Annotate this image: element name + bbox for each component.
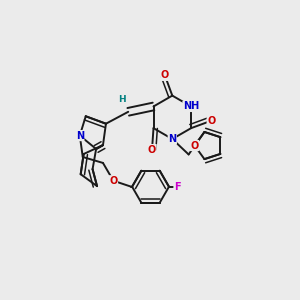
Text: N: N [76, 130, 84, 141]
Text: O: O [109, 176, 118, 186]
Text: O: O [190, 140, 199, 151]
Text: NH: NH [183, 101, 199, 112]
Text: O: O [148, 145, 156, 154]
Text: O: O [161, 70, 169, 80]
Text: F: F [174, 182, 181, 192]
Text: O: O [207, 116, 215, 126]
Text: H: H [118, 95, 125, 104]
Text: N: N [168, 134, 176, 144]
